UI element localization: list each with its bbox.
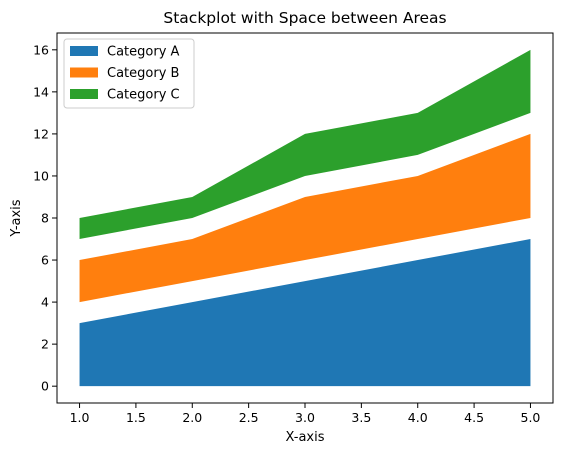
area-category-c [79,49,531,240]
x-tick-label: 2.0 [182,410,202,425]
y-tick-label: 14 [33,84,49,99]
y-tick-label: 10 [33,168,49,183]
x-axis-ticks: 1.0 1.5 2.0 2.5 3.0 3.5 4.0 4.5 5.0 [70,403,541,425]
y-tick-label: 16 [33,42,49,57]
area-category-a [79,239,531,387]
x-tick-label: 5.0 [521,410,541,425]
y-axis-label: Y-axis [9,199,24,237]
legend-label: Category C [107,88,180,103]
y-tick-label: 2 [41,337,49,352]
x-tick-label: 4.0 [408,410,428,425]
x-tick-label: 3.0 [295,410,315,425]
x-tick-label: 4.5 [464,410,484,425]
legend-swatch [70,46,98,56]
y-tick-label: 8 [41,211,49,226]
area-category-b [79,133,531,303]
y-axis-ticks: 0 2 4 6 8 10 12 14 16 [33,42,57,394]
y-tick-label: 0 [41,379,49,394]
legend-swatch [70,89,98,99]
legend-label: Category A [107,45,180,60]
y-tick-label: 6 [41,253,49,268]
chart-title: Stackplot with Space between Areas [163,9,446,27]
x-tick-label: 1.5 [126,410,146,425]
legend-label: Category B [107,66,179,81]
x-tick-label: 2.5 [239,410,259,425]
x-tick-label: 3.5 [351,410,371,425]
x-tick-label: 1.0 [70,410,90,425]
x-axis-label: X-axis [286,430,325,445]
y-tick-label: 12 [33,126,49,141]
legend: Category A Category B Category C [63,38,195,109]
area-series-group [79,49,531,387]
legend-swatch [70,67,98,78]
y-tick-label: 4 [41,295,49,310]
